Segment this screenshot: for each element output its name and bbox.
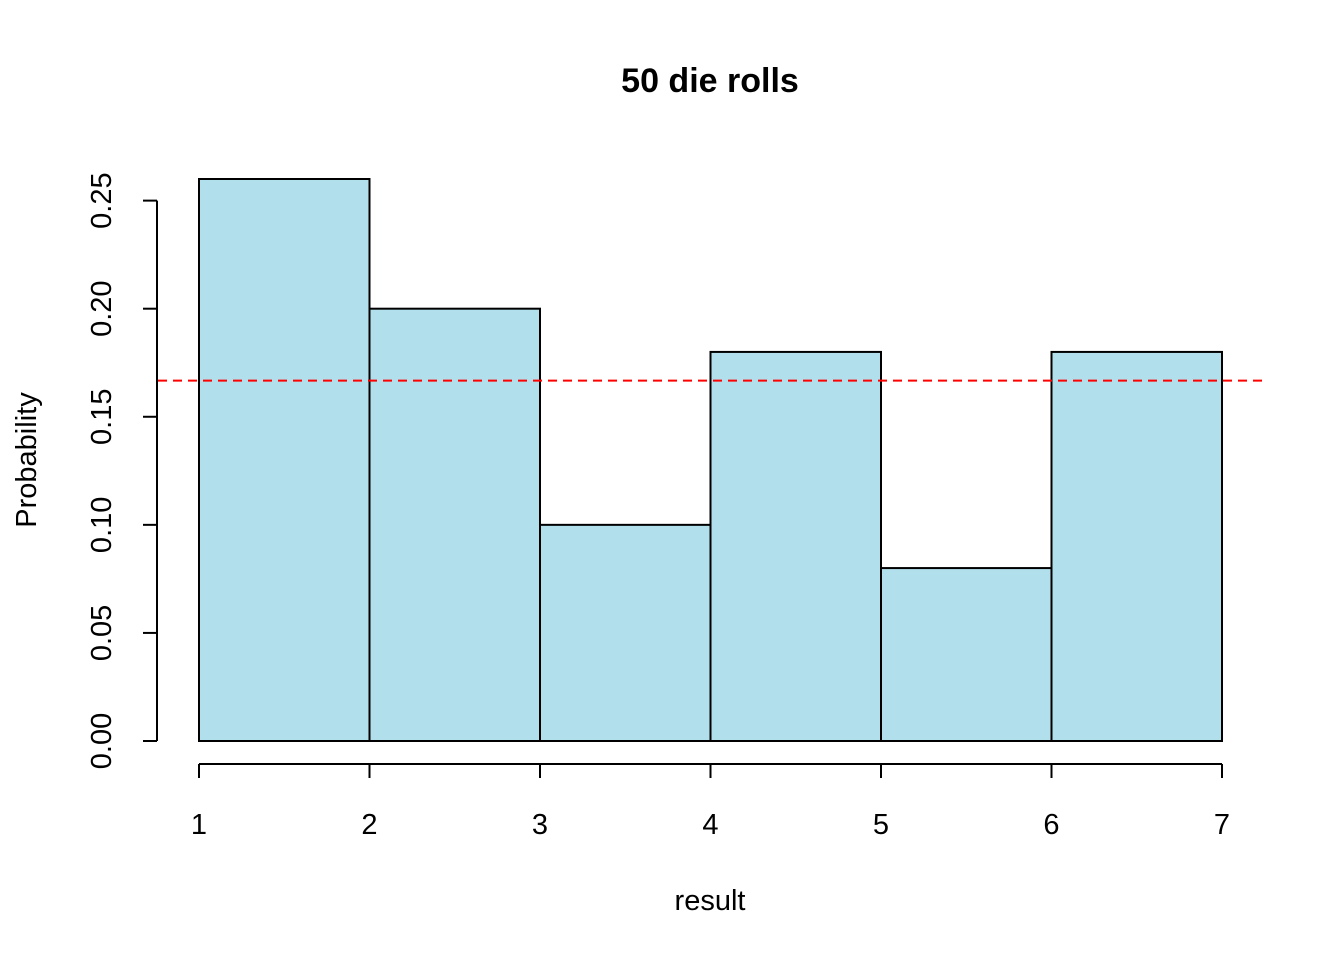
histogram-bar-4 (709, 350, 882, 742)
y-tick-label: 0.00 (86, 713, 118, 769)
x-tick-label: 3 (532, 809, 548, 841)
bars-group (198, 178, 1223, 742)
y-tick-label: 0.15 (86, 389, 118, 445)
x-tick-label: 6 (1043, 809, 1059, 841)
x-axis: 1 2 3 4 5 6 7 (191, 763, 1230, 841)
x-axis-label: result (675, 885, 746, 917)
x-tick-label: 4 (702, 809, 718, 841)
y-tick-label: 0.20 (86, 280, 118, 336)
y-axis-label: Probability (11, 392, 43, 528)
y-tick-label: 0.10 (86, 497, 118, 553)
histogram-bar-3 (539, 523, 712, 742)
y-tick-label: 0.25 (86, 172, 118, 228)
x-tick-label: 2 (361, 809, 377, 841)
histogram-bar-6 (1050, 350, 1223, 742)
histogram-bar-2 (368, 307, 541, 742)
x-tick-label: 5 (873, 809, 889, 841)
x-tick-label: 1 (191, 809, 207, 841)
histogram-bar-1 (198, 178, 371, 742)
y-axis: 0.00 0.05 0.10 0.15 0.20 0.25 (86, 172, 158, 769)
histogram-bar-5 (880, 567, 1053, 742)
y-tick-label: 0.05 (86, 605, 118, 661)
chart-title: 50 die rolls (621, 62, 799, 100)
x-tick-label: 7 (1214, 809, 1230, 841)
